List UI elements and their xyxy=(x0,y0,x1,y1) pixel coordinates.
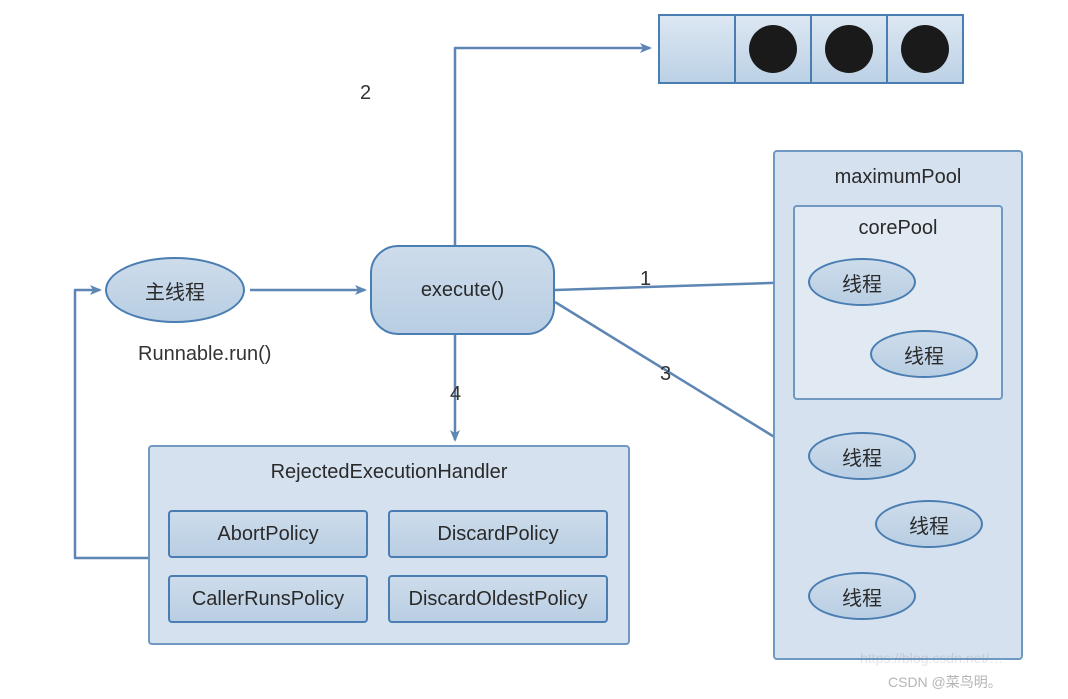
edge-label-2: 2 xyxy=(360,82,371,105)
discard-policy-node: DiscardPolicy xyxy=(388,510,608,558)
rejected-execution-handler-title: RejectedExecutionHandler xyxy=(150,461,628,484)
queue-cell xyxy=(886,14,964,84)
edge-execute-to-queue xyxy=(455,48,650,245)
max-thread-3: 线程 xyxy=(808,572,916,620)
queue-task-icon xyxy=(901,25,949,73)
core-thread-2-label: 线程 xyxy=(904,340,944,369)
main-thread-node: 主线程 xyxy=(105,257,245,323)
core-thread-2: 线程 xyxy=(870,330,978,378)
queue-cell xyxy=(658,14,736,84)
max-thread-3-label: 线程 xyxy=(842,582,882,611)
watermark-csdn: CSDN @菜鸟明。 xyxy=(888,672,1002,692)
caller-runs-policy-label: CallerRunsPolicy xyxy=(192,588,344,611)
main-thread-label: 主线程 xyxy=(145,276,205,305)
core-pool-title: corePool xyxy=(795,217,1001,240)
edge-return-to-main xyxy=(75,290,148,558)
abort-policy-label: AbortPolicy xyxy=(217,523,318,546)
queue-task-icon xyxy=(749,25,797,73)
work-queue xyxy=(658,14,964,84)
queue-cell xyxy=(734,14,812,84)
execute-node: execute() xyxy=(370,245,555,335)
edge-execute-to-core-thread xyxy=(555,282,800,290)
core-thread-1-label: 线程 xyxy=(842,268,882,297)
max-thread-2: 线程 xyxy=(875,500,983,548)
caller-runs-policy-node: CallerRunsPolicy xyxy=(168,575,368,623)
queue-task-icon xyxy=(825,25,873,73)
watermark-url: https://blog.csdn.net/… xyxy=(860,650,1003,666)
edge-label-3: 3 xyxy=(660,363,671,386)
edge-label-4: 4 xyxy=(450,383,461,406)
maximum-pool-title: maximumPool xyxy=(775,166,1021,189)
abort-policy-node: AbortPolicy xyxy=(168,510,368,558)
edge-execute-to-max-thread xyxy=(555,302,802,454)
edge-label-1: 1 xyxy=(640,268,651,291)
max-thread-1-label: 线程 xyxy=(842,442,882,471)
discard-policy-label: DiscardPolicy xyxy=(437,523,558,546)
queue-cell xyxy=(810,14,888,84)
max-thread-1: 线程 xyxy=(808,432,916,480)
discard-oldest-policy-node: DiscardOldestPolicy xyxy=(388,575,608,623)
execute-label: execute() xyxy=(421,279,504,302)
runnable-run-label: Runnable.run() xyxy=(138,343,271,366)
max-thread-2-label: 线程 xyxy=(909,510,949,539)
discard-oldest-policy-label: DiscardOldestPolicy xyxy=(409,588,588,611)
core-thread-1: 线程 xyxy=(808,258,916,306)
